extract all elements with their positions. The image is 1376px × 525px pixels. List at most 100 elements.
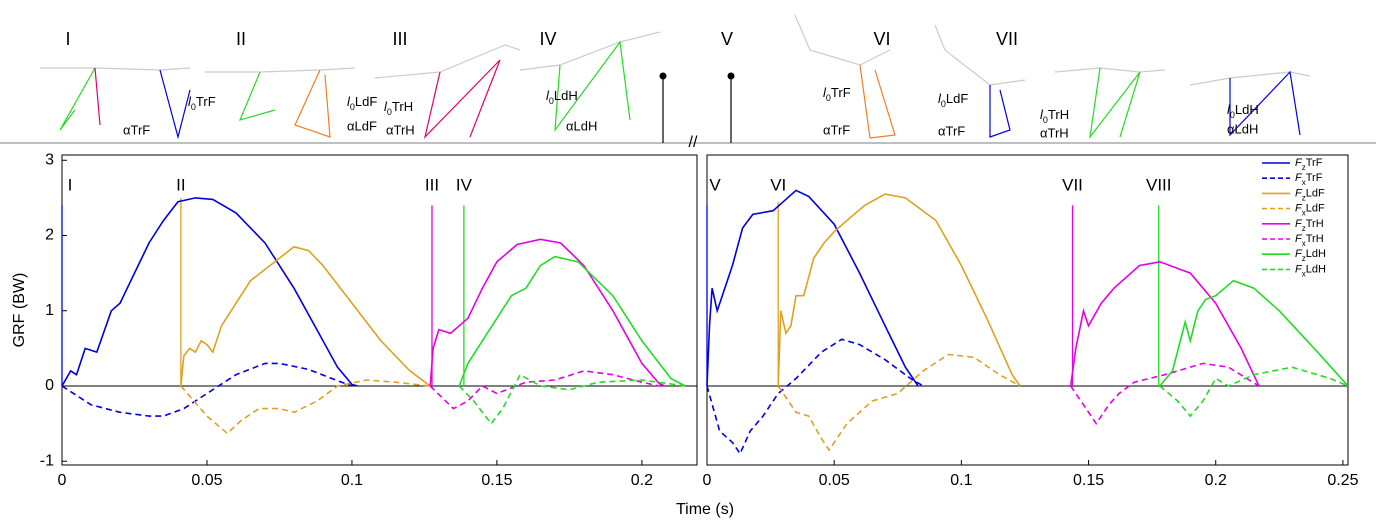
series-line xyxy=(61,197,359,387)
skeleton xyxy=(934,24,1026,86)
skeleton xyxy=(859,64,896,139)
x-axis-label: Time (s) xyxy=(676,501,734,518)
x-tick-label: 0 xyxy=(703,472,712,489)
pose-label: V xyxy=(721,29,733,49)
series-line xyxy=(706,338,924,456)
y-tick-label: -1 xyxy=(40,452,54,469)
skeleton xyxy=(423,59,501,139)
series-line xyxy=(1069,260,1260,387)
skeleton xyxy=(519,31,661,71)
series-line xyxy=(180,379,431,435)
pose-strip xyxy=(0,14,1376,144)
skeleton xyxy=(1089,67,1141,140)
legend-label: FxTrF xyxy=(1295,172,1323,187)
x-tick-label: 0.2 xyxy=(631,472,653,489)
series-line xyxy=(1159,279,1349,387)
series-line xyxy=(777,353,1021,452)
x-tick-label: 0.15 xyxy=(1073,472,1104,489)
pose-annotation: αTrF xyxy=(823,122,850,137)
plot-frame xyxy=(61,154,698,466)
x-tick-label: 0.15 xyxy=(481,472,512,489)
series-line xyxy=(458,255,686,387)
x-tick-label: 0.1 xyxy=(341,472,363,489)
pose-annotation: αLdH xyxy=(566,118,597,133)
series-line xyxy=(1070,362,1260,426)
series-line xyxy=(458,373,686,425)
pose-label: I xyxy=(65,29,70,49)
x-tick-label: 0.05 xyxy=(819,472,850,489)
x-tick-label: 0 xyxy=(58,472,67,489)
skeleton xyxy=(205,67,356,73)
series-line xyxy=(61,362,353,417)
y-tick-label: 3 xyxy=(45,151,54,168)
plot-frame xyxy=(706,154,1349,466)
event-label: IV xyxy=(456,175,473,194)
skeleton xyxy=(59,67,96,131)
pose-annotation: αTrH xyxy=(1040,125,1069,140)
pose-annotation: l0TrF xyxy=(823,85,851,103)
pose-label: VII xyxy=(996,29,1018,49)
pose-annotation: αTrF xyxy=(938,123,965,138)
skeleton xyxy=(40,67,191,71)
series-line xyxy=(1159,366,1349,418)
pose-annotation: αLdF xyxy=(347,118,377,133)
series-line xyxy=(429,370,660,410)
pose-annotation: αTrH xyxy=(386,122,415,137)
x-tick-label: 0.1 xyxy=(950,472,972,489)
pin-head xyxy=(659,72,667,80)
pose-annotation: αTrF xyxy=(123,122,150,137)
x-tick-label: 0.25 xyxy=(1327,472,1358,489)
legend-label: FxLdH xyxy=(1295,263,1326,278)
x-tick-label: 0.05 xyxy=(191,472,222,489)
y-tick-label: 2 xyxy=(45,227,54,244)
pose-annotation: l0LdF xyxy=(347,94,377,112)
event-label: VI xyxy=(770,175,786,194)
skeleton xyxy=(159,69,191,140)
y-tick-label: 0 xyxy=(45,377,54,394)
skeleton xyxy=(554,40,631,133)
pose-label: IV xyxy=(539,29,556,49)
skeleton xyxy=(1229,70,1301,137)
x-tick-label: 0.2 xyxy=(1205,472,1227,489)
pose-label: III xyxy=(392,29,407,49)
legend-label: FzTrH xyxy=(1295,218,1324,233)
skeleton xyxy=(294,69,331,138)
skeleton xyxy=(1189,71,1311,86)
event-label: VII xyxy=(1062,175,1083,194)
legend-label: FxTrH xyxy=(1295,233,1324,248)
event-label: VIII xyxy=(1146,175,1172,194)
pose-annotation: l0LdH xyxy=(546,88,578,106)
skeleton xyxy=(94,67,101,126)
y-axis-label: GRF (BW) xyxy=(11,273,28,348)
series-line xyxy=(777,193,1021,387)
pose-annotation: l0LdH xyxy=(1227,102,1259,120)
pose-label: II xyxy=(236,29,246,49)
pin-head xyxy=(727,72,735,80)
series-line xyxy=(180,245,431,387)
y-tick-label: 1 xyxy=(45,302,54,319)
pose-label: VI xyxy=(873,29,890,49)
event-label: II xyxy=(176,175,185,194)
legend-label: FzLdH xyxy=(1295,248,1326,263)
panel: 0 0.05 0.1 0.15 0.2 0.25 Time (s) V VI VII VIII FzT… xyxy=(676,154,1359,518)
series-line xyxy=(706,189,919,387)
skeleton xyxy=(1054,67,1166,73)
series-line xyxy=(429,238,666,387)
event-label: III xyxy=(425,175,439,194)
pose-annotation: l0LdF xyxy=(938,91,968,109)
pose-annotation: l0TrH xyxy=(1040,107,1069,125)
event-label: I xyxy=(68,175,73,194)
legend-label: FxLdF xyxy=(1295,203,1325,218)
event-label: V xyxy=(709,175,721,194)
skeleton xyxy=(374,44,521,79)
axis-break: // xyxy=(689,134,698,151)
skeleton xyxy=(794,14,891,66)
pose-annotation: l0TrH xyxy=(384,99,413,117)
pose-annotation: αLdH xyxy=(1227,121,1258,136)
pose-annotation: l0TrF xyxy=(188,94,216,112)
skeleton xyxy=(238,71,276,121)
legend-label: FzLdF xyxy=(1295,187,1325,202)
